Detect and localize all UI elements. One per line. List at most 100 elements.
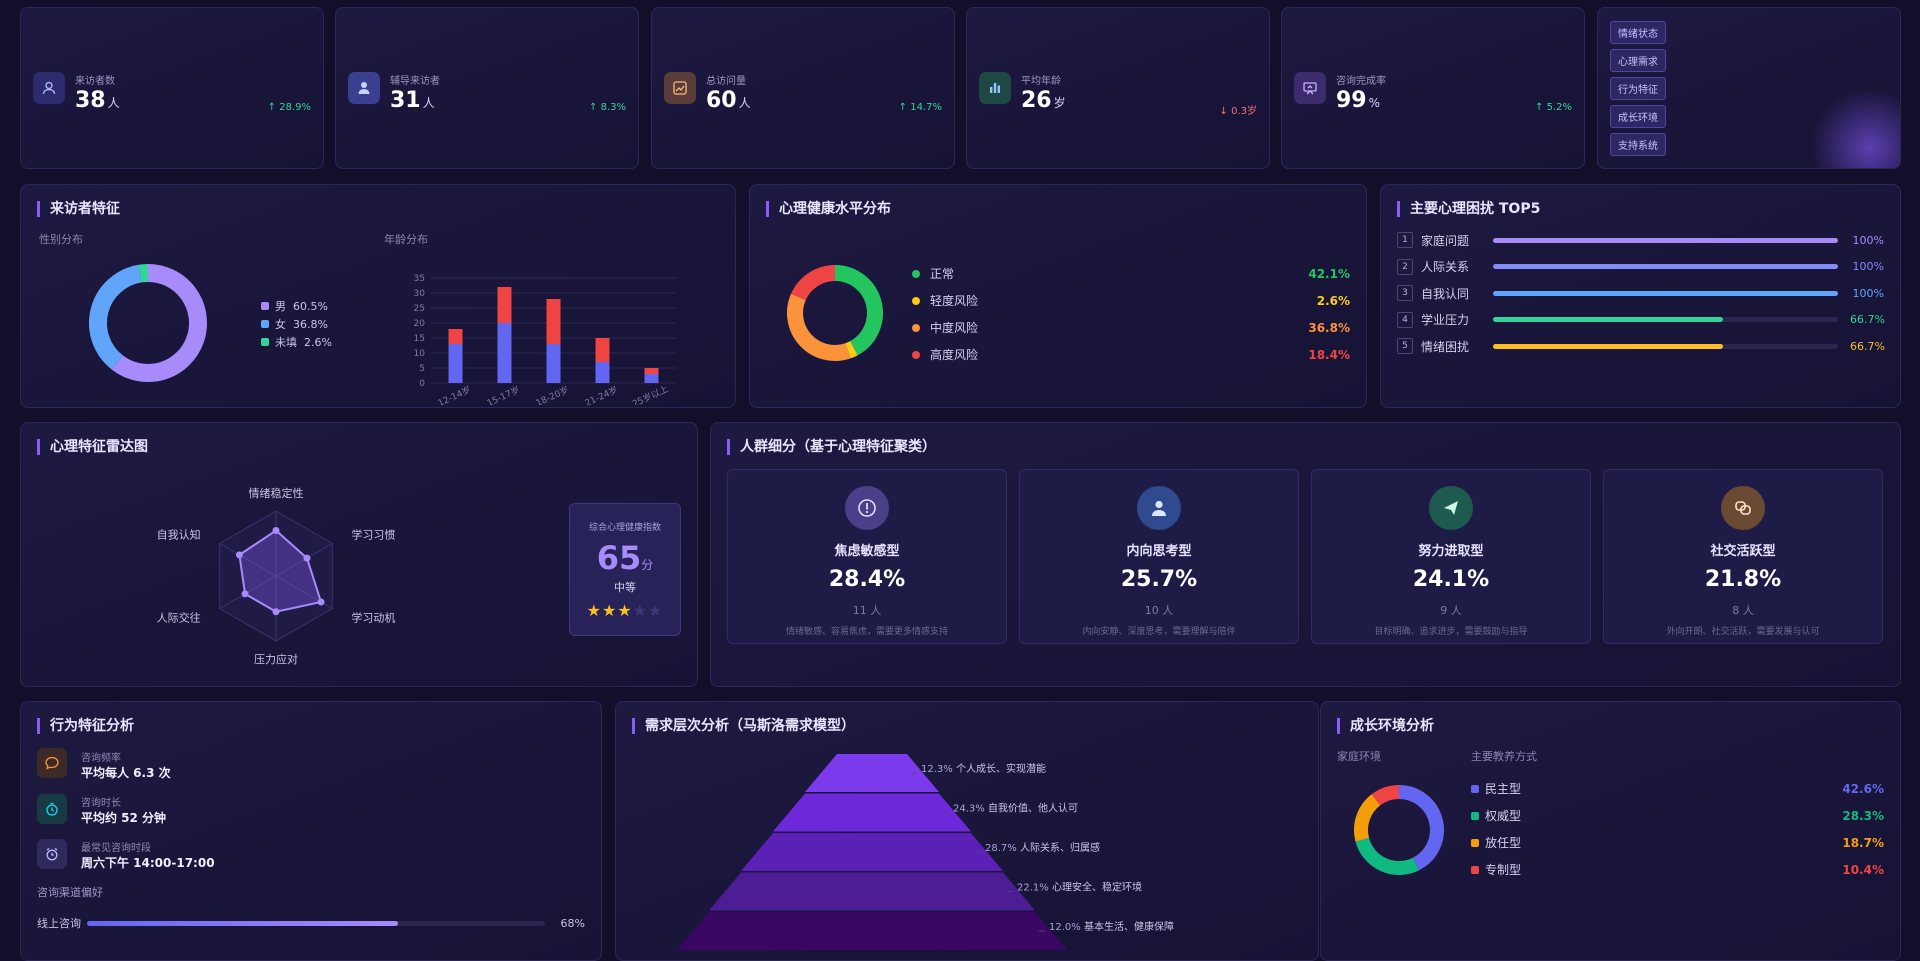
health-legend-item: 正常 42.1% (912, 265, 1350, 282)
stat-label: 咨询完成率 (1336, 76, 1386, 87)
gender-label: 性别分布 (39, 233, 83, 246)
y-tick-label: 15 (414, 334, 425, 344)
stat-trend: ↑ 14.7% (898, 102, 942, 113)
pyramid-label: 12.0% 基本生活、健康保障 (1049, 920, 1174, 933)
behavior-value: 平均每人 6.3 次 (81, 766, 171, 780)
segment-card[interactable]: 努力进取型 24.1% 9 人 目标明确、追求进步，需要鼓励与指导 (1311, 469, 1591, 644)
x-tick-label: 21-24岁 (583, 383, 620, 405)
parenting-legend-item: 放任型 18.7% (1471, 834, 1884, 851)
star-icon: ★ (586, 601, 602, 620)
top5-item: 1 家庭问题 100% (1397, 230, 1884, 250)
segment-card[interactable]: 焦虑敏感型 28.4% 11 人 情绪敏感、容易焦虑，需要更多情感支持 (727, 469, 1007, 644)
health-donut (787, 265, 883, 361)
send-icon (1429, 486, 1473, 530)
radar-axis-label: 情绪稳定性 (249, 486, 304, 500)
alert-icon (845, 486, 889, 530)
gender-slice (89, 264, 142, 370)
behavior-label: 咨询时长 (81, 798, 121, 809)
age-bar (448, 344, 463, 383)
panel-title: 需求层次分析（马斯洛需求模型） (632, 718, 855, 734)
stat-trend: ↑ 5.2% (1535, 102, 1572, 113)
radar-axis-label: 自我认知 (157, 528, 201, 542)
panel-title: 心理特征雷达图 (37, 439, 148, 455)
health-legend-item: 高度风险 18.4% (912, 346, 1350, 363)
segment-name: 内向思考型 (1126, 544, 1192, 559)
tag-environment[interactable]: 成长环境 (1610, 105, 1666, 128)
top5-item: 4 学业压力 66.7% (1397, 310, 1885, 330)
panel-title: 主要心理困扰 TOP5 (1397, 201, 1540, 217)
y-tick-label: 0 (419, 379, 425, 389)
tag-support[interactable]: 支持系统 (1610, 133, 1666, 156)
parenting-legend-item: 民主型 42.6% (1471, 780, 1884, 797)
age-bar (497, 323, 512, 383)
radar-point (317, 598, 325, 606)
y-tick-label: 20 (414, 319, 426, 329)
presentation-icon (1294, 72, 1326, 104)
tag-needs[interactable]: 心理需求 (1610, 49, 1666, 72)
segment-pct: 28.4% (828, 567, 906, 592)
pyramid-label: 12.3% 个人成长、实现潜能 (921, 762, 1046, 775)
age-bar (546, 299, 561, 344)
channel-pct: 68% (560, 916, 585, 930)
tag-behavior[interactable]: 行为特征 (1610, 77, 1666, 100)
segment-name: 社交活跃型 (1710, 544, 1776, 559)
stat-value: 26 岁 (1021, 88, 1066, 113)
y-tick-label: 5 (419, 364, 425, 374)
segment-count: 10 人 (1144, 604, 1174, 617)
pyramid-label: 24.3% 自我价值、他人认可 (953, 802, 1078, 815)
health-legend-item: 轻度风险 2.6% (912, 292, 1350, 309)
channel-bar (87, 920, 545, 926)
gender-legend-item: 女 36.8% (261, 316, 328, 332)
age-bar (546, 344, 561, 383)
growth-panel: 成长环境分析 家庭环境 主要教养方式 民主型 42.6% 权威型 28.3% 放任型 18… (1320, 701, 1901, 961)
rating-stars: ★★★★★ (570, 601, 680, 620)
behavior-label: 最常见咨询时段 (81, 843, 151, 854)
radar-panel: 心理特征雷达图 情绪稳定性 学习习惯 学习动机 压力应对 人际交往 自我认知 综合心理健康… (20, 422, 698, 687)
parenting-legend-item: 专制型 10.4% (1471, 861, 1884, 878)
bar-chart-icon (979, 72, 1011, 104)
stat-card-visitors: 来访者数 38 人 ↑ 28.9% (20, 7, 324, 169)
age-label: 年龄分布 (384, 233, 428, 246)
segment-name: 焦虑敏感型 (834, 544, 900, 559)
gender-legend-item: 未填 2.6% (261, 334, 332, 350)
health-legend-item: 中度风险 36.8% (912, 319, 1350, 336)
star-icon: ★ (617, 601, 633, 620)
parenting-slice (1371, 785, 1400, 806)
needs-panel: 需求层次分析（马斯洛需求模型） 12.3% 个人成长、实现潜能 24.3% 自我价… (615, 701, 1319, 961)
trend-chart-icon (664, 72, 696, 104)
segment-count: 8 人 (1732, 604, 1754, 617)
pyramid-label: 28.7% 人际关系、归属感 (985, 841, 1100, 854)
segment-desc: 情绪敏感、容易焦虑，需要更多情感支持 (785, 627, 948, 637)
radar-axis-label: 压力应对 (254, 652, 298, 666)
channel-bar-fill (87, 920, 399, 926)
health-slice (845, 341, 858, 359)
segment-card[interactable]: 社交活跃型 21.8% 8 人 外向开朗、社交活跃，需要发展与认可 (1603, 469, 1883, 644)
segment-count: 9 人 (1440, 604, 1462, 617)
top5-bar (1493, 290, 1838, 296)
panel-title: 成长环境分析 (1337, 718, 1434, 734)
star-icon: ★ (632, 601, 649, 620)
radar-axis-label: 学习动机 (351, 611, 395, 625)
behavior-value: 周六下午 14:00-17:00 (81, 856, 215, 870)
tag-emotion[interactable]: 情绪状态 (1610, 21, 1666, 44)
segment-card[interactable]: 内向思考型 25.7% 10 人 内向安静、深度思考，需要理解与陪伴 (1019, 469, 1299, 644)
pyramid-label: 22.1% 心理安全、稳定环境 (1017, 881, 1142, 894)
channel-name: 线上咨询 (37, 917, 81, 930)
panel-title: 人群细分（基于心理特征聚类） (727, 439, 936, 455)
radar-axis-label: 人际交往 (157, 611, 201, 625)
gender-legend-item: 男 60.5% (261, 298, 328, 314)
top5-bar (1493, 264, 1838, 269)
stat-label: 来访者数 (75, 76, 115, 87)
health-slice (787, 293, 851, 361)
chat-icon (37, 748, 67, 778)
behavior-panel: 行为特征分析 咨询频率 平均每人 6.3 次 咨询时长 平均约 52 分钟 最常… (20, 701, 602, 961)
health-index-box: 综合心理健康指数 65分 中等 ★★★★★ (569, 503, 681, 636)
segment-pct: 25.7% (1120, 567, 1198, 592)
pyramid-level (709, 872, 1035, 911)
y-tick-label: 30 (414, 289, 426, 299)
family-label: 家庭环境 (1337, 750, 1381, 763)
age-bar-chart: 0 5 10 15 20 25 30 35 12-14岁 15-17岁 18-20岁 21-24岁 25… (414, 274, 676, 405)
age-bar (644, 374, 659, 383)
radar-point (241, 590, 249, 598)
stat-value: 60 人 (706, 88, 751, 113)
